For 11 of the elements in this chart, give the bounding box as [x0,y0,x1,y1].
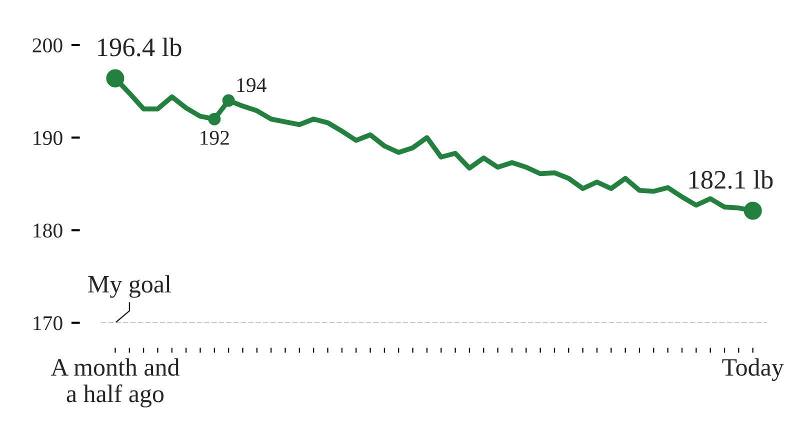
data-label: 192 [200,130,229,145]
data-label: 196.4 lb [98,38,182,56]
y-tick-label: 200 [32,38,62,52]
ref-line-label: My goal [88,275,171,298]
x-tick-label: A month and a half ago [50,358,180,408]
x-tick-label: Today [722,358,784,381]
y-tick-label: 190 [34,130,62,146]
data-label: 194 [237,78,266,92]
y-tick-label: 180 [34,224,62,238]
y-tick-label: 170 [34,316,62,330]
data-label: 182.1 lb [690,170,773,189]
